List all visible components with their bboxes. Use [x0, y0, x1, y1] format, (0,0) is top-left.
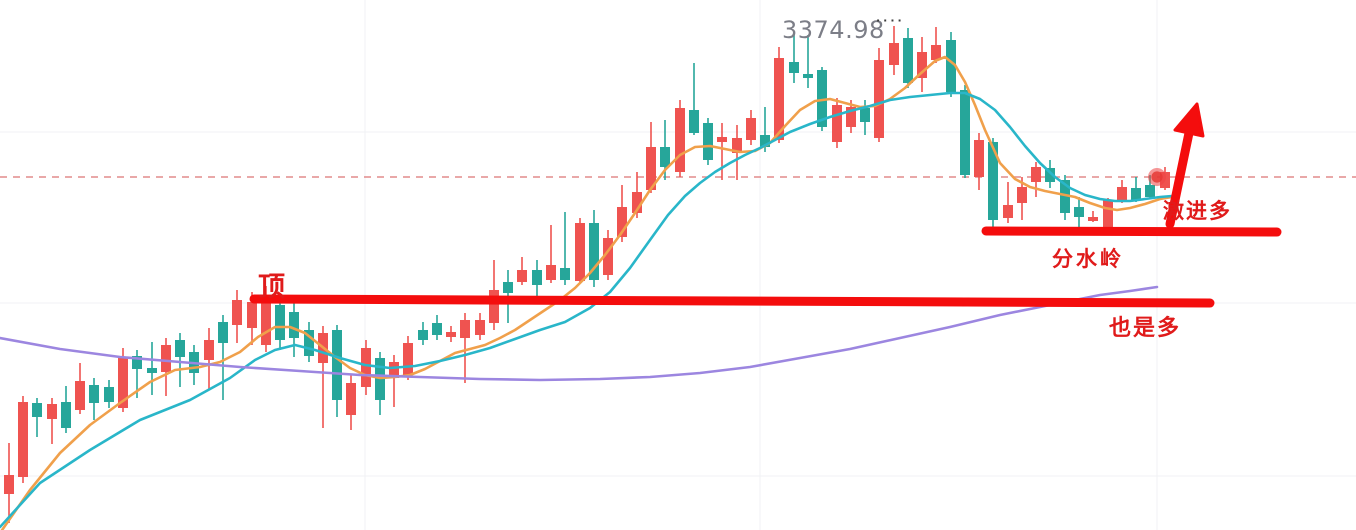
- candle[interactable]: [903, 28, 913, 88]
- candle[interactable]: [931, 27, 941, 63]
- candle[interactable]: [32, 398, 42, 437]
- candle[interactable]: [4, 443, 14, 523]
- candle[interactable]: [161, 338, 171, 396]
- candle[interactable]: [832, 98, 842, 148]
- candle[interactable]: [232, 290, 242, 343]
- candle[interactable]: [61, 386, 71, 433]
- candle[interactable]: [375, 352, 385, 415]
- candle[interactable]: [204, 328, 214, 390]
- annotation-watershed-label[interactable]: 分水岭: [1052, 246, 1124, 271]
- up-arrow-drawing[interactable]: [1165, 102, 1205, 229]
- annotation-top-label[interactable]: 顶: [258, 272, 285, 303]
- candle[interactable]: [889, 26, 899, 75]
- candle[interactable]: [546, 225, 556, 283]
- ma-mid-cyan[interactable]: [0, 91, 1174, 529]
- candle[interactable]: [446, 326, 456, 342]
- ma-fast-orange[interactable]: [0, 55, 1174, 530]
- candle[interactable]: [603, 230, 613, 280]
- candlestick-series[interactable]: [4, 26, 1170, 523]
- candle[interactable]: [418, 322, 428, 345]
- candle[interactable]: [974, 133, 984, 190]
- candle[interactable]: [1117, 180, 1127, 203]
- candle[interactable]: [703, 118, 713, 165]
- candle[interactable]: [175, 333, 185, 387]
- candle[interactable]: [517, 257, 527, 285]
- watershed-support-line[interactable]: [981, 226, 1282, 237]
- candle[interactable]: [460, 313, 470, 383]
- candle[interactable]: [332, 325, 342, 417]
- candle[interactable]: [988, 138, 998, 227]
- candle[interactable]: [960, 85, 970, 178]
- candle[interactable]: [1003, 182, 1013, 223]
- candle[interactable]: [589, 210, 599, 287]
- candle[interactable]: [774, 47, 784, 143]
- candle[interactable]: [803, 35, 813, 88]
- candle[interactable]: [432, 315, 442, 340]
- candle[interactable]: [189, 345, 199, 385]
- candle[interactable]: [946, 32, 956, 97]
- candle[interactable]: [646, 122, 656, 193]
- candle[interactable]: [689, 63, 699, 135]
- candle[interactable]: [1088, 211, 1098, 222]
- candle[interactable]: [532, 260, 542, 297]
- candle[interactable]: [89, 378, 99, 420]
- highlight-dot-drawing[interactable]: [1148, 168, 1166, 186]
- candle[interactable]: [75, 363, 85, 414]
- candle[interactable]: [389, 355, 399, 407]
- candle[interactable]: [403, 336, 413, 380]
- candle[interactable]: [475, 313, 485, 340]
- candle[interactable]: [575, 218, 585, 283]
- ellipsis-dots-icon[interactable]: ····: [876, 14, 905, 27]
- candle[interactable]: [675, 100, 685, 177]
- candle[interactable]: [560, 212, 570, 285]
- price-label: 3374.98: [782, 16, 885, 44]
- candle[interactable]: [1031, 162, 1041, 197]
- candle[interactable]: [318, 326, 328, 428]
- candle[interactable]: [917, 37, 927, 92]
- candle[interactable]: [1103, 198, 1113, 228]
- candle[interactable]: [789, 32, 799, 83]
- candle[interactable]: [1131, 177, 1141, 202]
- annotation-also-long-label[interactable]: 也是多: [1109, 315, 1182, 341]
- candle[interactable]: [1060, 175, 1070, 220]
- candle[interactable]: [361, 340, 371, 395]
- candle[interactable]: [47, 398, 57, 444]
- candle[interactable]: [1074, 197, 1084, 227]
- candle[interactable]: [218, 315, 228, 400]
- candle[interactable]: [304, 322, 314, 362]
- candle[interactable]: [746, 110, 756, 145]
- candle[interactable]: [147, 342, 157, 395]
- candle[interactable]: [346, 375, 356, 430]
- top-resistance-line[interactable]: [249, 294, 1215, 308]
- candle[interactable]: [18, 396, 28, 483]
- candle[interactable]: [874, 48, 884, 142]
- annotation-aggressive-long-label[interactable]: 激进多: [1163, 198, 1232, 223]
- candle[interactable]: [717, 123, 727, 180]
- candle[interactable]: [489, 260, 499, 330]
- ma-slow-purple[interactable]: [0, 285, 1159, 382]
- candle[interactable]: [275, 298, 285, 350]
- candle[interactable]: [104, 380, 114, 408]
